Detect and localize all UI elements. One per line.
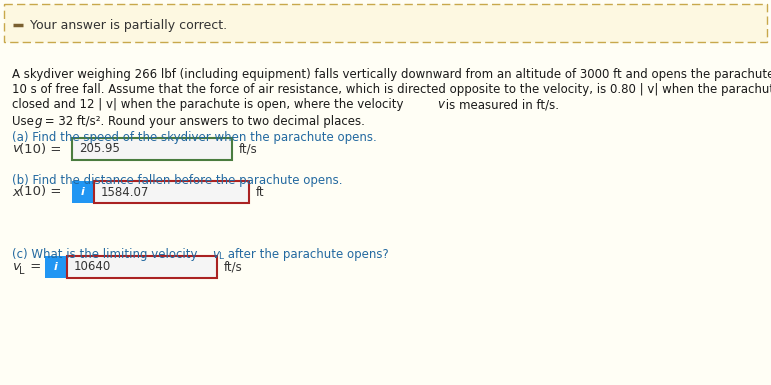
Text: 10640: 10640	[74, 261, 111, 273]
Text: Use: Use	[12, 115, 38, 128]
FancyBboxPatch shape	[67, 256, 217, 278]
Text: Your answer is partially correct.: Your answer is partially correct.	[30, 18, 227, 32]
Text: v: v	[212, 248, 219, 261]
Text: i: i	[81, 187, 85, 197]
FancyBboxPatch shape	[72, 138, 232, 160]
Text: L: L	[218, 252, 223, 261]
FancyBboxPatch shape	[72, 181, 94, 203]
Text: ft/s: ft/s	[239, 142, 258, 156]
Text: 10 s of free fall. Assume that the force of air resistance, which is directed op: 10 s of free fall. Assume that the force…	[12, 83, 771, 96]
Text: v: v	[12, 261, 20, 273]
Text: 1584.07: 1584.07	[101, 186, 150, 199]
Text: (b) Find the distance fallen before the parachute opens.: (b) Find the distance fallen before the …	[12, 174, 342, 187]
FancyBboxPatch shape	[94, 181, 249, 203]
Text: ft: ft	[256, 186, 264, 199]
Text: is measured in ft/s.: is measured in ft/s.	[442, 98, 559, 111]
Text: after the parachute opens?: after the parachute opens?	[224, 248, 389, 261]
Text: (a) Find the speed of the skydiver when the parachute opens.: (a) Find the speed of the skydiver when …	[12, 131, 377, 144]
Text: v: v	[437, 98, 444, 111]
FancyBboxPatch shape	[4, 4, 767, 42]
Text: x: x	[12, 186, 20, 199]
Text: i: i	[54, 262, 58, 272]
Text: =: =	[26, 261, 45, 273]
Text: ft/s: ft/s	[224, 261, 243, 273]
Text: closed and 12 | v| when the parachute is open, where the velocity: closed and 12 | v| when the parachute is…	[12, 98, 407, 111]
Text: = 32 ft/s². Round your answers to two decimal places.: = 32 ft/s². Round your answers to two de…	[41, 115, 365, 128]
Text: A skydiver weighing 266 lbf (including equipment) falls vertically downward from: A skydiver weighing 266 lbf (including e…	[12, 68, 771, 81]
Text: (c) What is the limiting velocity: (c) What is the limiting velocity	[12, 248, 201, 261]
Text: v: v	[12, 142, 20, 156]
Text: (10) =: (10) =	[19, 142, 66, 156]
Text: g: g	[35, 115, 42, 128]
Text: 205.95: 205.95	[79, 142, 120, 156]
FancyBboxPatch shape	[45, 256, 67, 278]
Text: L: L	[19, 266, 25, 276]
Text: (10) =: (10) =	[19, 186, 66, 199]
